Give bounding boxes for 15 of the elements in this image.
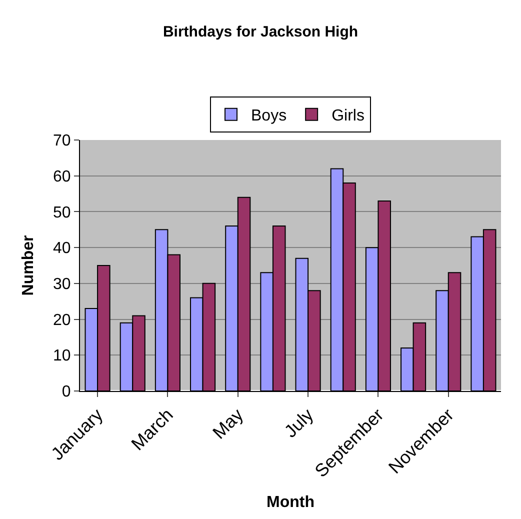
y-tick-label: 40 [53, 240, 71, 258]
x-axis-title: Month [266, 494, 314, 511]
y-tick-label: 50 [53, 204, 71, 222]
chart-title: Birthdays for Jackson High [162, 23, 358, 40]
y-tick-label: 0 [62, 384, 71, 401]
x-tick-label: July [280, 404, 318, 442]
y-axis-title: Number [20, 235, 37, 296]
y-tick-label: 60 [53, 168, 71, 186]
y-tick-label: 70 [53, 132, 71, 150]
legend-label: Girls [332, 108, 364, 125]
x-tick-label: May [208, 404, 248, 443]
y-tick-label: 20 [53, 312, 71, 329]
y-tick-label: 30 [53, 276, 71, 294]
legend-label: Boys [251, 108, 287, 125]
y-tick-label: 10 [53, 348, 71, 365]
